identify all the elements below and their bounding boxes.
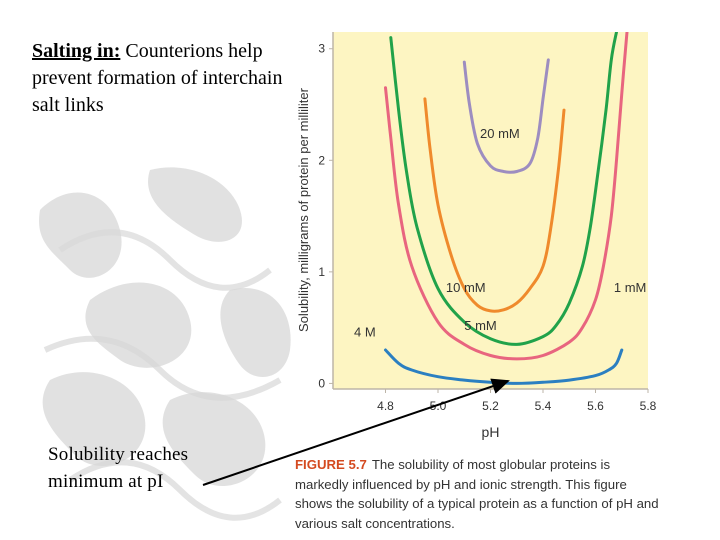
series-lines xyxy=(384,32,629,385)
y-axis-label: Solubility, milligrams of protein per mi… xyxy=(296,87,311,332)
y-tick-label: 3 xyxy=(318,42,325,56)
series-label: 5 mM xyxy=(464,318,497,333)
series-label: 4 M xyxy=(354,325,376,340)
pi-note: Solubility reaches minimum at pI xyxy=(48,444,189,492)
series-label: 10 mM xyxy=(446,280,486,295)
y-tick-label: 2 xyxy=(318,153,325,167)
series-line-4-M xyxy=(384,348,624,385)
x-tick-label: 5.6 xyxy=(587,399,604,413)
series-label: 20 mM xyxy=(480,126,520,141)
salting-in-heading: Salting in: xyxy=(32,40,121,62)
x-tick-label: 5.4 xyxy=(535,399,552,413)
series-labels: 20 mM 10 mM 5 mM 4 M 1 mM xyxy=(354,126,646,340)
x-axis-label: pH xyxy=(482,424,500,440)
x-tick-label: 5.8 xyxy=(640,399,657,413)
y-tick-labels: 0 1 2 3 xyxy=(318,42,333,390)
series-line-1-mM xyxy=(384,32,629,361)
slide-text: Salting in: Counterions help prevent for… xyxy=(32,38,294,119)
figure-caption: FIGURE 5.7 The solubility of most globula… xyxy=(295,455,667,533)
figure-number: FIGURE 5.7 xyxy=(295,457,367,472)
x-tick-label: 5.0 xyxy=(430,399,447,413)
x-tick-label: 4.8 xyxy=(377,399,394,413)
series-label: 1 mM xyxy=(614,280,647,295)
salting-in-description: Counterions help prevent formation of in… xyxy=(32,40,283,116)
x-tick-label: 5.2 xyxy=(482,399,499,413)
y-tick-label: 0 xyxy=(318,376,325,390)
plot-background xyxy=(333,32,648,389)
x-tick-labels: 4.8 5.0 5.2 5.4 5.6 5.8 xyxy=(377,389,657,413)
solubility-chart: Solubility, milligrams of protein per mi… xyxy=(296,32,657,440)
series-line-10-mM xyxy=(423,97,566,313)
series-line-20-mM xyxy=(462,58,550,174)
decorative-protein-ribbon-art xyxy=(39,167,291,521)
series-line-5-mM xyxy=(389,32,618,346)
y-tick-label: 1 xyxy=(318,265,325,279)
